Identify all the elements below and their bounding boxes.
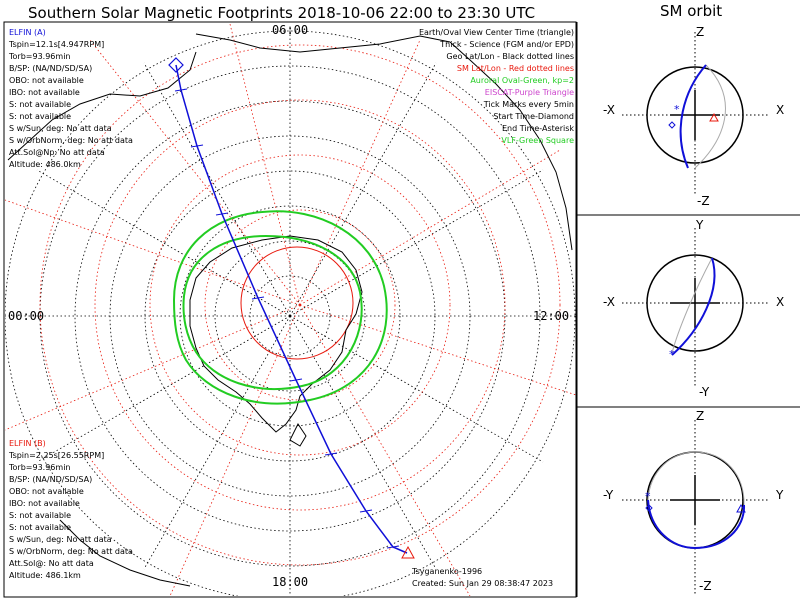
elfin-b-line: S: not available [9,523,72,532]
track-tick-marks [174,88,400,549]
panel2-bottom-label: -Y [699,385,710,399]
panel1-top-label: Z [696,25,705,39]
elfin-a-line: S w/Sun, deg: No att data [9,124,112,133]
map-label-bottom: 18:00 [272,575,309,589]
legend-item: Geo Lat/Lon - Black dotted lines [446,52,574,61]
panel1-right-label: X [776,103,785,117]
elfin-b-title: ELFIN (B) [9,439,46,448]
chart-title: Southern Solar Magnetic Footprints 2018-… [28,4,536,22]
elfin-b-line: B/SP: (NA/ND/SD/SA) [9,475,93,484]
elfin-a-line: Att.Sol@Np: No att data [9,148,105,157]
elfin-b-line: Altitude: 486.1km [9,571,81,580]
panel1-bottom-label: -Z [697,194,710,208]
elfin-a-line: S w/OrbNorm, deg: No att data [9,136,133,145]
elfin-b-line: S w/Sun, deg: No att data [9,535,112,544]
legend-item: EISCAT-Purple Triangle [484,88,574,97]
elfin-b-line: Att.Sol@: No att data [9,559,94,568]
model-name: Tsyganenko-1996 [412,567,483,576]
legend-item: End Time-Asterisk [501,124,574,133]
track-tick [359,509,373,513]
sm-grid [5,23,576,596]
elfin-a-line: Torb=93.96min [9,52,71,61]
track-tick [174,88,188,92]
elfin-b-line: OBO: not available [9,487,84,496]
map-label-right: 12:00 [533,309,570,323]
track-tick [386,545,400,549]
elfin-b-line: S w/OrbNorm, deg: No att data [9,547,133,556]
elfin-a-line: B/SP: (NA/ND/SD/SA) [9,64,93,73]
legend-item: Auroral Oval-Green, kp=2 [470,76,574,85]
elfin-b-line: Tspin=2.25s[26.55RPM] [9,451,105,460]
track-tick [289,378,303,382]
track-tick [190,144,204,148]
elfin-a-line: IBO: not available [9,88,80,97]
legend-item: Thick - Science (FGM and/or EPD) [440,40,574,49]
orbit-title: SM orbit [660,2,723,20]
created-timestamp: Created: Sun Jan 29 08:38:47 2023 [412,579,554,588]
elfin-b-line: IBO: not available [9,499,80,508]
elfin-a-line: S: not available [9,100,72,109]
track-tick [251,296,265,300]
elfin-b-line: S: not available [9,511,72,520]
legend-item: Earth/Oval View Center Time (triangle) [418,28,574,37]
elfin-a-line: S: not available [9,112,72,121]
track-tick [324,452,338,456]
start-diamond-marker [168,57,184,73]
panel2-right-label: X [776,295,785,309]
elfin-b-line: Torb=93.96min [9,463,71,472]
panel3-right-label: Y [776,488,784,502]
panel3-bottom-label: -Z [699,579,712,593]
panel2-left-label: -X [603,295,615,309]
view-center-triangle [401,545,415,559]
elfin-a-track [175,64,408,554]
panel2-top-label: Y [696,218,704,232]
panel3-top-label: Z [696,409,705,423]
elfin-a-title: ELFIN (A) [9,28,46,37]
track-tick [215,212,229,216]
legend-item: Tick Marks every 5min [483,100,574,109]
legend-item: SM Lat/Lon - Red dotted lines [456,64,574,73]
map-label-left: 00:00 [8,309,45,323]
elfin-a-line: Altitude: 486.0km [9,160,81,169]
elfin-a-line: Tspin=12.1s[4.947RPM] [9,40,105,49]
panel3-left-label: -Y [603,488,614,502]
auroral-oval [172,210,388,405]
legend-item: VLF-Green Square [501,136,574,145]
panel1-left-label: -X [603,103,615,117]
map-label-top: 06:00 [272,23,309,37]
coastline [7,33,573,587]
legend-item: Start Time-Diamond [493,112,574,121]
elfin-a-line: OBO: not available [9,76,84,85]
sm-inner-circle [240,246,354,360]
geo-grid [5,24,576,596]
